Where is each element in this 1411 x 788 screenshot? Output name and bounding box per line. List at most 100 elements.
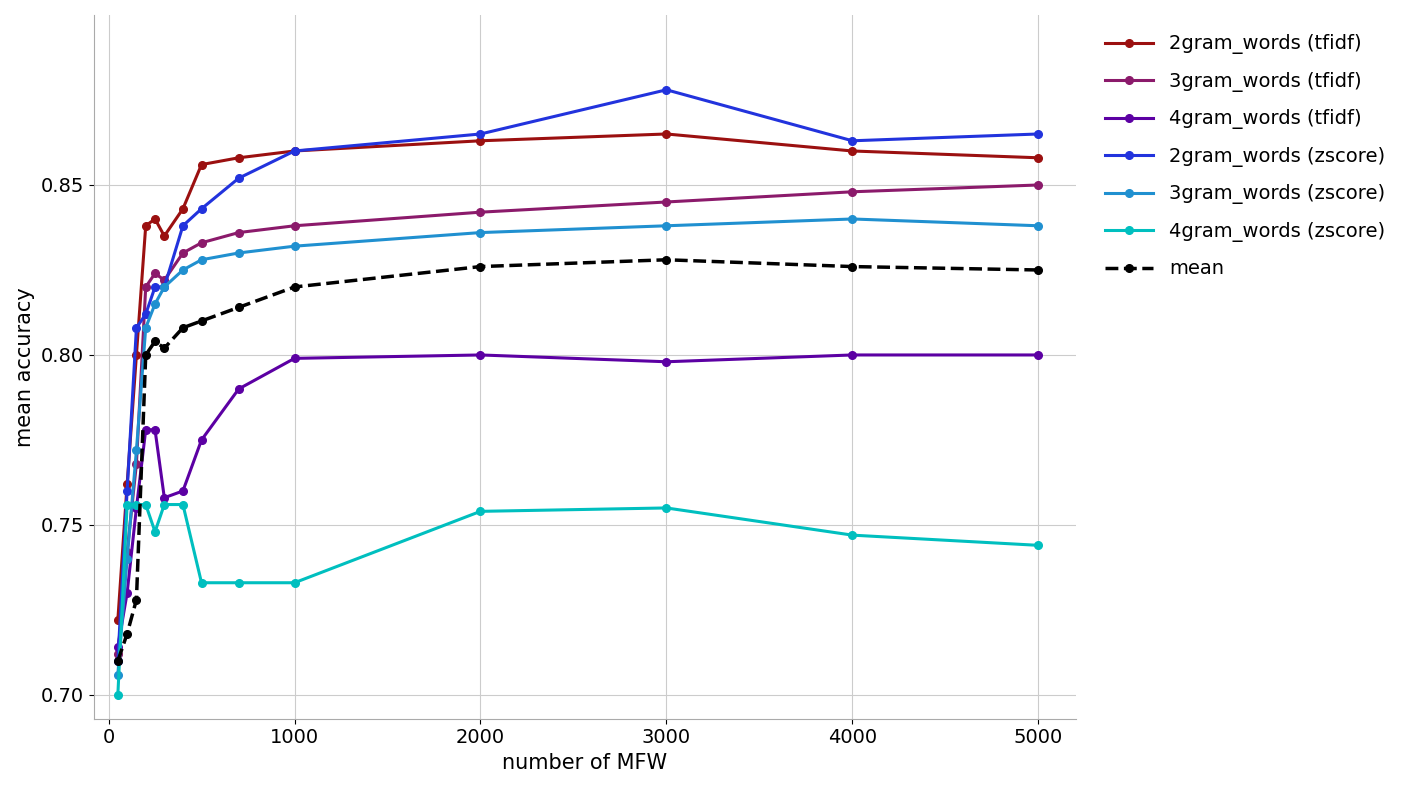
3gram_words (zscore) (119, 554, 135, 563)
mean (193, 316, 210, 325)
3gram_words (zscore) (658, 221, 674, 231)
4gram_words (zscore) (658, 504, 674, 513)
2gram_words (zscore) (155, 282, 172, 292)
4gram_words (tfidf) (128, 504, 145, 513)
4gram_words (zscore) (119, 500, 135, 509)
3gram_words (zscore) (1030, 221, 1047, 231)
mean (155, 344, 172, 353)
3gram_words (zscore) (230, 248, 247, 258)
4gram_words (tfidf) (110, 642, 127, 652)
3gram_words (tfidf) (147, 269, 164, 278)
X-axis label: number of MFW: number of MFW (502, 753, 667, 773)
3gram_words (zscore) (473, 228, 490, 237)
3gram_words (tfidf) (175, 248, 192, 258)
2gram_words (zscore) (175, 221, 192, 231)
4gram_words (zscore) (1030, 541, 1047, 550)
4gram_words (tfidf) (844, 350, 861, 359)
4gram_words (zscore) (844, 530, 861, 540)
4gram_words (tfidf) (119, 588, 135, 597)
4gram_words (zscore) (155, 500, 172, 509)
3gram_words (tfidf) (110, 649, 127, 659)
2gram_words (tfidf) (137, 221, 154, 231)
2gram_words (tfidf) (128, 350, 145, 359)
2gram_words (tfidf) (1030, 153, 1047, 162)
mean (147, 336, 164, 346)
2gram_words (zscore) (128, 323, 145, 333)
2gram_words (tfidf) (147, 214, 164, 224)
4gram_words (zscore) (230, 578, 247, 588)
3gram_words (tfidf) (1030, 180, 1047, 190)
2gram_words (zscore) (1030, 129, 1047, 139)
3gram_words (zscore) (137, 323, 154, 333)
3gram_words (tfidf) (155, 276, 172, 285)
2gram_words (tfidf) (175, 204, 192, 214)
4gram_words (tfidf) (473, 350, 490, 359)
4gram_words (zscore) (193, 578, 210, 588)
4gram_words (tfidf) (137, 425, 154, 434)
2gram_words (tfidf) (119, 479, 135, 489)
3gram_words (zscore) (193, 255, 210, 265)
2gram_words (tfidf) (844, 147, 861, 156)
4gram_words (tfidf) (230, 385, 247, 394)
Line: 4gram_words (tfidf): 4gram_words (tfidf) (114, 351, 1043, 651)
4gram_words (zscore) (137, 500, 154, 509)
4gram_words (tfidf) (1030, 350, 1047, 359)
Line: 2gram_words (tfidf): 2gram_words (tfidf) (114, 130, 1043, 624)
Line: 3gram_words (tfidf): 3gram_words (tfidf) (114, 181, 1043, 658)
Y-axis label: mean accuracy: mean accuracy (16, 287, 35, 447)
mean (473, 262, 490, 271)
3gram_words (zscore) (147, 299, 164, 309)
4gram_words (tfidf) (193, 435, 210, 444)
4gram_words (tfidf) (286, 354, 303, 363)
4gram_words (zscore) (473, 507, 490, 516)
3gram_words (zscore) (175, 266, 192, 275)
4gram_words (zscore) (286, 578, 303, 588)
2gram_words (zscore) (137, 310, 154, 319)
4gram_words (zscore) (175, 500, 192, 509)
Legend: 2gram_words (tfidf), 3gram_words (tfidf), 4gram_words (tfidf), 2gram_words (zsco: 2gram_words (tfidf), 3gram_words (tfidf)… (1095, 24, 1395, 288)
2gram_words (zscore) (119, 486, 135, 496)
Line: 3gram_words (zscore): 3gram_words (zscore) (114, 215, 1043, 678)
4gram_words (tfidf) (147, 425, 164, 434)
mean (658, 255, 674, 265)
3gram_words (tfidf) (230, 228, 247, 237)
Line: mean: mean (114, 256, 1043, 665)
Line: 4gram_words (zscore): 4gram_words (zscore) (114, 500, 1043, 699)
mean (110, 656, 127, 666)
mean (137, 350, 154, 359)
3gram_words (tfidf) (658, 197, 674, 206)
mean (175, 323, 192, 333)
2gram_words (tfidf) (155, 231, 172, 240)
2gram_words (zscore) (473, 129, 490, 139)
4gram_words (tfidf) (155, 493, 172, 503)
mean (1030, 266, 1047, 275)
3gram_words (tfidf) (119, 548, 135, 557)
4gram_words (zscore) (147, 527, 164, 537)
3gram_words (zscore) (286, 241, 303, 251)
2gram_words (tfidf) (473, 136, 490, 146)
2gram_words (zscore) (658, 85, 674, 95)
4gram_words (tfidf) (175, 486, 192, 496)
3gram_words (tfidf) (137, 282, 154, 292)
2gram_words (tfidf) (110, 615, 127, 625)
2gram_words (zscore) (193, 204, 210, 214)
3gram_words (zscore) (155, 282, 172, 292)
2gram_words (zscore) (230, 173, 247, 183)
3gram_words (tfidf) (128, 459, 145, 469)
3gram_words (tfidf) (286, 221, 303, 231)
4gram_words (zscore) (128, 500, 145, 509)
2gram_words (zscore) (844, 136, 861, 146)
2gram_words (tfidf) (193, 160, 210, 169)
3gram_words (tfidf) (193, 238, 210, 247)
2gram_words (zscore) (147, 282, 164, 292)
mean (119, 629, 135, 638)
mean (128, 595, 145, 604)
3gram_words (tfidf) (844, 187, 861, 196)
3gram_words (zscore) (128, 445, 145, 455)
2gram_words (tfidf) (286, 147, 303, 156)
3gram_words (zscore) (844, 214, 861, 224)
3gram_words (zscore) (110, 670, 127, 679)
3gram_words (tfidf) (473, 207, 490, 217)
2gram_words (tfidf) (230, 153, 247, 162)
2gram_words (zscore) (286, 147, 303, 156)
